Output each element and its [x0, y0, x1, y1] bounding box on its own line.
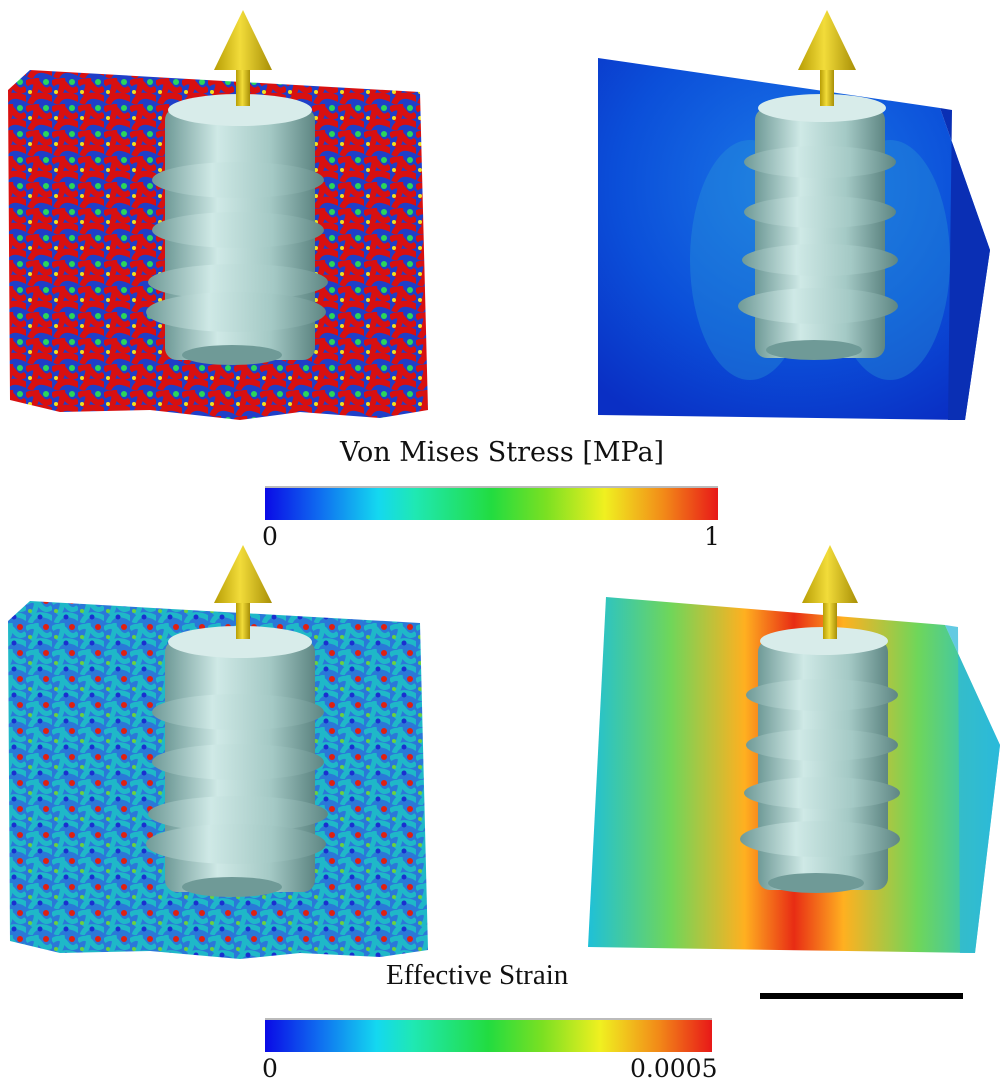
scale-bar	[760, 993, 963, 999]
implant	[146, 94, 328, 365]
strain-solid-render	[560, 545, 1006, 965]
strain-colorbar-title: Effective Strain	[386, 959, 569, 991]
stress-solid-render	[560, 0, 1006, 425]
stress-trabecular-render	[0, 0, 440, 425]
stress-colorbar-min-label: 0	[262, 522, 278, 551]
strain-colorbar-min-label: 0	[262, 1054, 278, 1083]
strain-trabecular-render	[0, 545, 440, 965]
strain-colorbar-max-label: 0.0005	[630, 1054, 718, 1083]
load-arrow-icon	[214, 10, 272, 106]
stress-colorbar-title: Von Mises Stress [MPa]	[340, 437, 665, 468]
strain-colorbar	[265, 1018, 712, 1052]
stress-colorbar-max-label: 1	[704, 522, 720, 551]
stress-colorbar	[265, 486, 718, 520]
